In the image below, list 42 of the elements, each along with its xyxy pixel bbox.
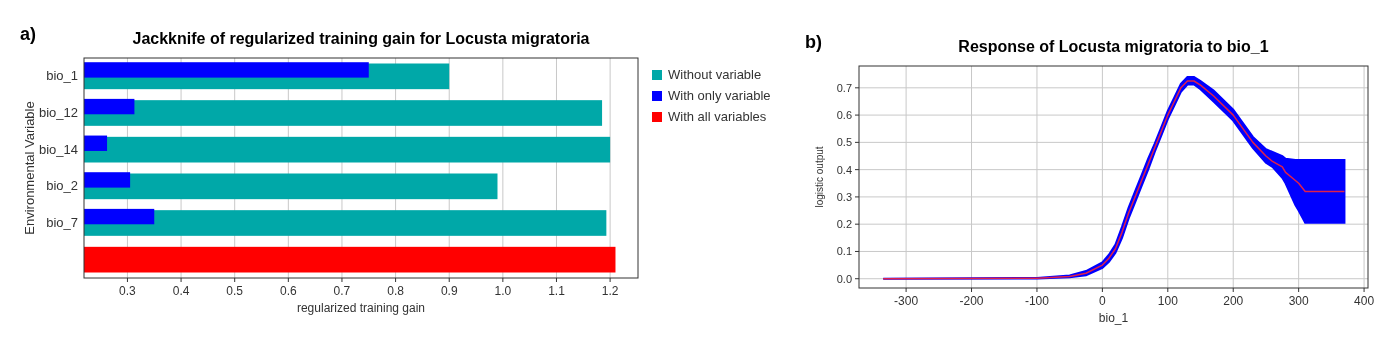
x-tick-label: 0.8 bbox=[387, 284, 405, 298]
y-tick-label: 0.2 bbox=[836, 218, 852, 231]
x-tick-label: 400 bbox=[1354, 294, 1375, 308]
x-tick-label: 1.0 bbox=[494, 284, 512, 298]
chart-title: Response of Locusta migratoria to bio_1 bbox=[958, 38, 1269, 55]
legend-label: Without variable bbox=[668, 67, 762, 82]
text: b) bbox=[805, 32, 822, 52]
y-tick-label: 0.5 bbox=[836, 136, 852, 149]
chart-title: Jackknife of regularized training gain for Locusta migratoria bbox=[132, 30, 590, 47]
text: a) bbox=[20, 24, 37, 44]
x-axis-title: regularized training gain bbox=[296, 301, 426, 315]
x-tick-label: 0.3 bbox=[119, 284, 137, 298]
x-tick-label: -300 bbox=[894, 294, 919, 308]
y-tick-label: bio_14 bbox=[38, 141, 78, 157]
x-axis-title: bio_1 bbox=[1098, 311, 1129, 325]
x-tick-label: 0.5 bbox=[226, 284, 244, 298]
y-tick-label: 0.1 bbox=[836, 245, 852, 258]
x-tick-label: 0 bbox=[1099, 294, 1107, 308]
legend-label: With only variable bbox=[668, 88, 771, 103]
y-tick-label: 0.3 bbox=[836, 190, 852, 203]
x-tick-label: 0.4 bbox=[172, 284, 190, 298]
y-tick-label: 0.7 bbox=[836, 81, 852, 94]
x-tick-label: 1.1 bbox=[548, 284, 566, 298]
x-tick-label: 200 bbox=[1223, 294, 1244, 308]
x-tick-label: -200 bbox=[959, 294, 984, 308]
y-tick-label: bio_2 bbox=[46, 178, 78, 194]
y-tick-label: bio_1 bbox=[46, 68, 78, 84]
x-tick-label: 300 bbox=[1288, 294, 1309, 308]
x-tick-label: 0.6 bbox=[279, 284, 297, 298]
x-tick-label: 1.2 bbox=[601, 284, 619, 298]
legend-label: With all variables bbox=[668, 109, 767, 124]
y-axis-title: Environmental Variable bbox=[22, 101, 37, 235]
x-tick-label: 100 bbox=[1157, 294, 1179, 308]
x-tick-label: 0.9 bbox=[440, 284, 458, 298]
y-tick-label: bio_12 bbox=[38, 105, 78, 120]
y-tick-label: 0.0 bbox=[836, 272, 852, 285]
x-tick-label: 0.7 bbox=[333, 284, 351, 298]
y-tick-label: 0.4 bbox=[836, 163, 852, 176]
x-tick-label: -100 bbox=[1024, 294, 1050, 308]
y-tick-label: bio_7 bbox=[46, 215, 78, 230]
y-axis-title: logistic output bbox=[814, 146, 825, 208]
y-tick-label: 0.6 bbox=[836, 109, 852, 122]
